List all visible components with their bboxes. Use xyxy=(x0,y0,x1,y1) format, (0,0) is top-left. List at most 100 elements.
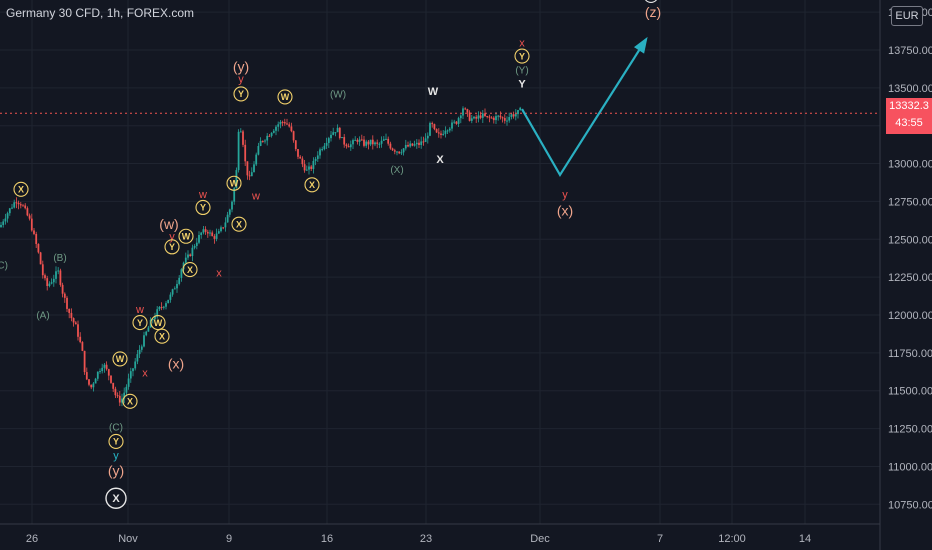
candle-body xyxy=(369,139,372,145)
candle-body xyxy=(283,122,286,124)
candle-body xyxy=(220,227,222,232)
candle-body xyxy=(495,116,497,121)
candle-body xyxy=(323,145,326,150)
candle-body xyxy=(303,164,306,171)
price-tick-label: 11250.00 xyxy=(888,424,932,436)
currency-button[interactable]: EUR xyxy=(891,6,923,26)
candle-body xyxy=(387,138,390,144)
candle-body xyxy=(310,166,313,169)
candle-body xyxy=(52,278,55,283)
candle-body xyxy=(81,342,84,351)
candle-body xyxy=(512,114,515,117)
candle-body xyxy=(268,135,271,137)
candle-body xyxy=(294,140,297,150)
candle-body xyxy=(470,118,473,121)
wave-label-circle xyxy=(150,315,166,331)
candle-body xyxy=(332,132,335,135)
price-tick-label: 12000.00 xyxy=(888,310,932,322)
candle-body xyxy=(242,131,244,145)
wave-label: X xyxy=(159,331,165,341)
price-tick-label: 12250.00 xyxy=(888,272,932,284)
wave-label-circle xyxy=(195,199,211,216)
candle-body xyxy=(481,113,484,118)
price-tick-label: 10750.00 xyxy=(888,499,932,511)
candle-body xyxy=(110,375,112,383)
candle-body xyxy=(6,213,9,219)
candle-body xyxy=(246,161,249,176)
wave-label-circle xyxy=(231,216,247,232)
candle-body xyxy=(176,283,178,289)
candle-body xyxy=(371,139,374,145)
candle-body xyxy=(59,270,62,285)
wave-label: (x) xyxy=(557,203,573,219)
wave-label: (z) xyxy=(645,4,661,20)
candle-body xyxy=(204,229,207,232)
wave-label-circle xyxy=(178,228,194,244)
candle-body xyxy=(28,215,31,219)
time-tick-label: 7 xyxy=(657,533,663,545)
wave-label: (w) xyxy=(159,216,178,232)
candle-body xyxy=(4,218,7,222)
candle-body xyxy=(321,149,324,151)
candle-body xyxy=(272,130,275,133)
wave-label-circle xyxy=(122,393,138,409)
candle-body xyxy=(424,138,427,142)
candle-body xyxy=(226,214,229,223)
candle-body xyxy=(165,303,167,307)
candle-body xyxy=(266,135,269,141)
candle-body xyxy=(2,221,5,225)
candle-body xyxy=(376,142,379,144)
candle-body xyxy=(167,299,170,304)
candle-body xyxy=(277,124,280,127)
candle-body xyxy=(57,270,60,272)
candle-body xyxy=(380,140,383,144)
wave-label: (Y) xyxy=(515,65,528,76)
wave-label: X xyxy=(127,397,133,407)
candle-body xyxy=(55,271,57,279)
wave-label: Y xyxy=(519,51,525,61)
wave-label-circle xyxy=(13,181,29,197)
candle-body xyxy=(48,283,51,287)
candle-body xyxy=(127,378,130,387)
wave-labels: (C)X(B)(A)(C)Yy(y)XWXxwYXW(x)(w)yYWXwYxX… xyxy=(0,0,661,509)
candle-body xyxy=(15,202,18,204)
time-tick-label: 16 xyxy=(321,533,333,545)
candle-body xyxy=(116,395,119,397)
candle-body xyxy=(88,379,90,385)
candle-body xyxy=(101,367,104,372)
candle-body xyxy=(519,107,522,111)
candle-body xyxy=(105,364,108,370)
candle-body xyxy=(0,224,2,228)
candle-body xyxy=(253,164,255,173)
candle-body xyxy=(215,233,218,239)
candle-body xyxy=(378,143,381,145)
candle-body xyxy=(418,142,420,145)
candle-body xyxy=(312,160,315,169)
wave-label-circle xyxy=(164,239,180,255)
candle-body xyxy=(193,245,196,248)
candle-body xyxy=(222,227,225,229)
candle-body xyxy=(492,117,495,121)
candle-body xyxy=(347,146,350,148)
wave-label: (X) xyxy=(390,165,403,176)
candle-body xyxy=(37,243,40,253)
candle-body xyxy=(426,135,429,139)
candle-body xyxy=(189,254,192,257)
candle-body xyxy=(420,141,423,145)
candle-body xyxy=(336,127,339,133)
candle-body xyxy=(501,117,504,119)
candle-body xyxy=(206,231,209,234)
price-tick-label: 13500.00 xyxy=(888,83,932,95)
wave-label: (C) xyxy=(0,261,8,272)
candle-body xyxy=(237,131,240,171)
candle-body xyxy=(459,115,462,119)
candle-body xyxy=(367,141,370,145)
candle-body xyxy=(99,371,101,373)
candle-body xyxy=(19,204,22,206)
candle-body xyxy=(46,278,49,287)
wave-label-circle xyxy=(154,328,170,344)
candle-body xyxy=(250,172,253,177)
candle-body xyxy=(41,264,44,276)
wave-label-circle xyxy=(182,262,198,278)
